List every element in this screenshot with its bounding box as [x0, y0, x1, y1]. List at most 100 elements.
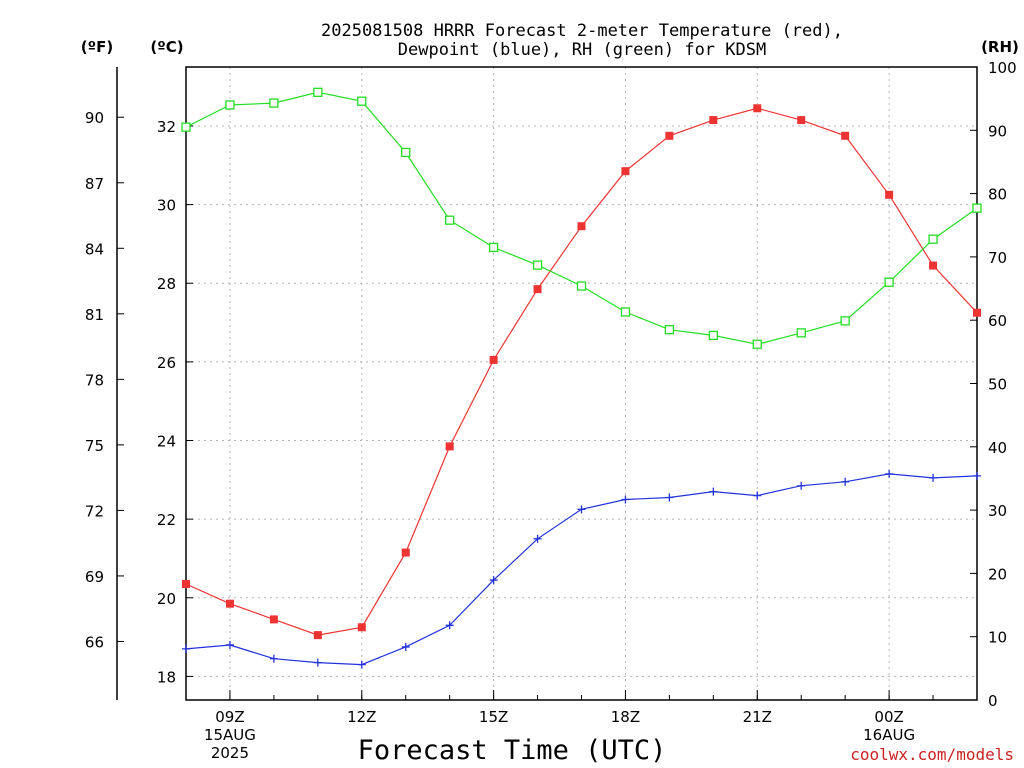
dewpoint-point [797, 481, 806, 490]
temperature-point [753, 104, 762, 113]
dewpoint-point [665, 493, 674, 502]
celsius-tick-label: 24 [157, 433, 176, 451]
chart-title-line-2: Dewpoint (blue), RH (green) for KDSM [398, 40, 766, 60]
temperature-point [269, 615, 278, 624]
rh-line [185, 91, 978, 345]
rh-tick-label: 90 [988, 122, 1007, 140]
temperature-point [357, 623, 366, 632]
dewpoint-point [885, 469, 894, 478]
rh-point [796, 328, 806, 338]
temperature-point [797, 116, 806, 125]
fahrenheit-tick-label: 66 [85, 633, 104, 651]
temperature-point [489, 355, 498, 364]
celsius-tick-label: 26 [157, 354, 176, 372]
rh-tick-label: 20 [988, 565, 1007, 583]
temperature-point [182, 580, 190, 589]
rh-point [972, 203, 982, 213]
x-tick-label: 15AUG [204, 726, 256, 744]
fahrenheit-tick-label: 72 [85, 502, 104, 520]
dewpoint-point [621, 495, 630, 504]
temperature-line [185, 107, 978, 636]
dewpoint-line [185, 473, 978, 666]
dewpoint-point [577, 505, 586, 514]
temperature-point [313, 631, 322, 640]
dewpoint-point [709, 487, 718, 496]
rh-point [225, 100, 235, 110]
rh-unit-label: (RH) [981, 38, 1019, 56]
rh-tick-label: 60 [988, 312, 1007, 330]
temperature-point [621, 167, 630, 176]
rh-point [269, 98, 279, 108]
temperature-series [182, 104, 981, 640]
rh-point [357, 96, 367, 106]
grid [186, 67, 977, 700]
plot-frame [185, 66, 978, 701]
rh-point [708, 330, 718, 341]
fahrenheit-tick-label: 81 [85, 306, 104, 324]
chart-title-line-1: 2025081508 HRRR Forecast 2-meter Tempera… [321, 21, 843, 41]
dewpoint-point [841, 477, 850, 486]
temperature-point [709, 116, 718, 125]
celsius-tick-label: 18 [157, 668, 176, 686]
dewpoint-point [489, 576, 498, 585]
x-axis-title: Forecast Time (UTC) [358, 735, 667, 766]
celsius-tick-label: 28 [157, 275, 176, 293]
temperature-point [225, 599, 234, 608]
rh-tick-label: 50 [988, 376, 1007, 394]
x-tick-label: 00Z [874, 708, 903, 726]
rh-point [928, 234, 938, 244]
fahrenheit-tick-label: 84 [85, 240, 104, 258]
celsius-tick-label: 22 [157, 511, 176, 529]
rh-point [620, 307, 631, 317]
x-tick-label: 21Z [743, 708, 772, 726]
data-series [181, 87, 982, 669]
rh-point [532, 260, 543, 270]
rh-tick-label: 40 [988, 439, 1007, 457]
dewpoint-point [753, 491, 762, 500]
rh-point [884, 277, 894, 287]
temperature-point [445, 442, 454, 451]
rh-tick-label: 70 [988, 249, 1007, 267]
dewpoint-point [445, 621, 454, 630]
rh-tick-label: 10 [988, 629, 1007, 647]
rh-point [576, 281, 587, 291]
rh-point [664, 325, 675, 335]
rh-tick-label: 80 [988, 186, 1007, 204]
dewpoint-point [973, 471, 981, 480]
temperature-point [841, 131, 850, 140]
rh-point [313, 87, 323, 97]
rh-point [840, 316, 850, 326]
x-tick-label: 2025 [211, 744, 249, 762]
source-credit: coolwx.com/models [850, 745, 1014, 764]
fahrenheit-tick-label: 69 [85, 568, 104, 586]
axes: 18 20 22 24 26 28 30 32 66 69 72 75 78 81 84 87 90 0 10 20 3… [85, 59, 1017, 762]
x-tick-label: 12Z [347, 708, 376, 726]
x-tick-label: 09Z [215, 708, 244, 726]
rh-point [181, 122, 191, 132]
temperature-point [929, 261, 938, 270]
dewpoint-point [929, 473, 938, 482]
rh-series [181, 87, 982, 349]
temperature-point [665, 131, 674, 140]
rh-tick-label: 30 [988, 502, 1007, 520]
temperature-point [533, 285, 542, 294]
temperature-point [577, 222, 586, 231]
x-tick-label: 18Z [611, 708, 640, 726]
x-tick-label: 16AUG [863, 726, 915, 744]
rh-point [752, 339, 762, 349]
temperature-point [401, 548, 410, 557]
temperature-point [885, 190, 894, 199]
dewpoint-point [313, 658, 322, 667]
dewpoint-point [533, 534, 542, 543]
fahrenheit-tick-label: 90 [85, 109, 104, 127]
celsius-tick-label: 32 [157, 118, 176, 136]
fahrenheit-tick-label: 75 [85, 437, 104, 455]
celsius-tick-label: 20 [157, 590, 176, 608]
rh-point [445, 215, 455, 225]
rh-tick-label: 0 [988, 692, 998, 710]
dewpoint-point [401, 642, 410, 651]
fahrenheit-tick-label: 87 [85, 175, 104, 193]
dewpoint-point [357, 660, 366, 669]
dewpoint-point [269, 654, 278, 663]
